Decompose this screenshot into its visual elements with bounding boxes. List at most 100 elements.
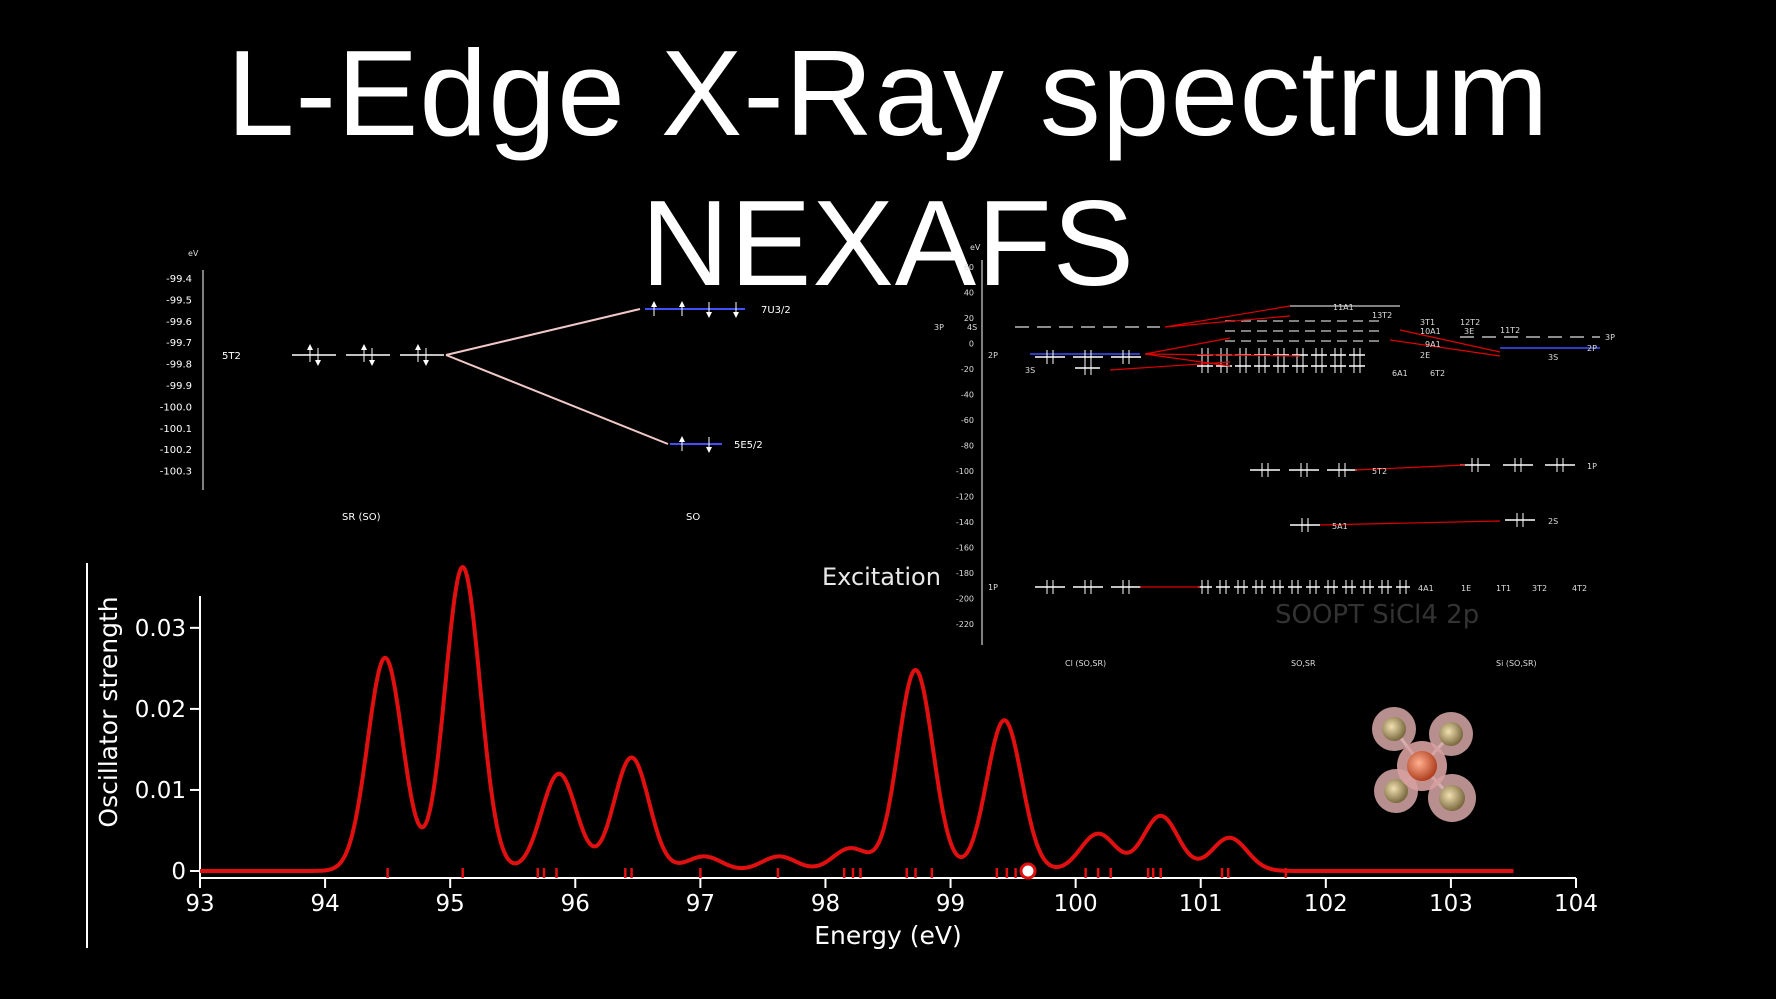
page-title: L-Edge X-Ray spectrum NEXAFS (226, 25, 1550, 311)
mo-right-y-tick: -160 (956, 544, 974, 553)
mo-right-y-tick: -200 (956, 595, 974, 604)
x-tick-label: 104 (1554, 891, 1598, 917)
mo-connector (1164, 305, 1291, 328)
x-tick-label: 93 (185, 891, 214, 917)
column-label-so: SO (686, 512, 700, 523)
mo-left-y-label: eV (188, 249, 199, 258)
mo-right-y-tick: -40 (961, 391, 974, 400)
mo-right-y-tick: -220 (956, 620, 974, 629)
excitation-label: Excitation (822, 563, 941, 591)
level-label-7u32: 7U3/2 (761, 305, 791, 316)
y-ticks: 0 0.01 0.02 0.03 (135, 616, 200, 885)
mo-label: 2P (1587, 344, 1597, 353)
mo-label: 2P (988, 351, 998, 360)
mo-connector (1354, 464, 1466, 471)
mo-label: 3S (1548, 353, 1558, 362)
mo-connector (1144, 337, 1231, 355)
mo-right-y-tick: -140 (956, 518, 974, 527)
mo-connector (1389, 339, 1501, 357)
x-tick-label: 94 (310, 891, 339, 917)
mo-left-y-tick: -99.7 (166, 338, 192, 349)
x-tick-label: 97 (686, 891, 715, 917)
mo-label: 9A1 (1425, 340, 1441, 349)
y-tick-label: 0.01 (135, 778, 186, 804)
mo-left-y-tick: -100.1 (160, 424, 192, 435)
mo-right-y-tick: 60 (964, 263, 974, 272)
mo-label: 3P (1605, 333, 1615, 342)
mo-right-y-tick: -120 (956, 493, 974, 502)
mo-right-y-tick: 20 (964, 314, 974, 323)
x-tick-label: 100 (1054, 891, 1098, 917)
mo-right-y-tick: -100 (956, 467, 974, 476)
level-label-5t2: 5T2 (222, 351, 241, 362)
column-label-si: Si (SO,SR) (1496, 659, 1537, 668)
mo-label: 2E (1420, 351, 1430, 360)
mo-left-y-tick: -99.4 (166, 274, 192, 285)
mo-right-labels: 3P 4S 2P 3S 1P 11A1 13T2 3T1 12T2 11T2 10A1 3E 9A1 2E… (934, 303, 1615, 593)
mo-label: 3T2 (1532, 584, 1547, 593)
mo-left-y-tick: -100.3 (160, 467, 192, 478)
level-label-5e52: 5E5/2 (734, 440, 763, 451)
mo-label: 12T2 (1460, 318, 1480, 327)
mo-label: 1P (988, 583, 998, 592)
connector-line (445, 354, 669, 445)
mo-label: 11A1 (1333, 303, 1354, 312)
mo-left-y-tick: -100.0 (160, 402, 192, 413)
mo-label: 6T2 (1430, 369, 1445, 378)
level-group-5t2 (292, 344, 444, 366)
mo-left-y-tick: -99.6 (166, 317, 192, 328)
x-tick-label: 101 (1179, 891, 1223, 917)
y-tick-label: 0.03 (135, 616, 186, 642)
cursor-marker (1019, 862, 1037, 880)
x-tick-label: 99 (936, 891, 965, 917)
overlay-caption: SOOPT SiCl4 2p (1275, 600, 1479, 630)
y-tick-label: 0 (171, 859, 186, 885)
x-tick-label: 102 (1304, 891, 1348, 917)
mo-label: 11T2 (1500, 326, 1520, 335)
mo-left-y-tick: -100.2 (160, 445, 192, 456)
column-label-cl: Cl (SO,SR) (1065, 659, 1106, 668)
x-tick-label: 96 (561, 891, 590, 917)
mo-left-y-ticks: -99.4 -99.5 -99.6 -99.7 -99.8 -99.9 -100.0 -100… (160, 274, 192, 478)
x-axis-label: Energy (eV) (814, 921, 961, 950)
column-label-sr: SR (SO) (342, 512, 381, 523)
y-axis-label: Oscillator strength (94, 596, 123, 827)
mo-label: 3E (1464, 327, 1474, 336)
mo-connector (1399, 329, 1501, 353)
x-tick-label: 103 (1429, 891, 1473, 917)
spectrum-line (198, 565, 1515, 873)
mo-right-y-label: eV (970, 243, 981, 252)
mo-label: 5A1 (1332, 522, 1348, 531)
mo-label: 1E (1461, 584, 1471, 593)
mo-label: 3T1 (1420, 318, 1435, 327)
mo-label: 3P (934, 323, 944, 332)
stick-spectrum (386, 868, 1288, 878)
x-tick-label: 98 (811, 891, 840, 917)
level-group-7u32 (645, 301, 745, 318)
mo-label: 13T2 (1372, 311, 1392, 320)
level-group-5e52 (670, 436, 722, 453)
y-tick-label: 0.02 (135, 697, 186, 723)
mo-connector (1144, 353, 1301, 357)
mo-connector (1164, 315, 1291, 328)
mo-label: 2S (1548, 517, 1558, 526)
mo-label: 4A1 (1418, 584, 1434, 593)
x-ticks: 93 94 95 96 97 98 99 100 101 102 103 104 (185, 878, 1598, 917)
mo-label: 4S (967, 323, 977, 332)
connector-line (445, 308, 641, 356)
mo-connector (1109, 361, 1231, 371)
mo-label: 5T2 (1372, 467, 1387, 476)
mo-label: 1T1 (1496, 584, 1511, 593)
mo-right-y-tick: -20 (961, 365, 974, 374)
x-tick-label: 95 (436, 891, 465, 917)
mo-right-y-tick: 0 (969, 340, 974, 349)
column-label-sosr: SO,SR (1291, 659, 1316, 668)
mo-label: 4T2 (1572, 584, 1587, 593)
mo-right-y-tick: -180 (956, 569, 974, 578)
mo-connector (1319, 520, 1501, 526)
mo-left-y-tick: -99.9 (166, 381, 192, 392)
mo-label: 6A1 (1392, 369, 1408, 378)
